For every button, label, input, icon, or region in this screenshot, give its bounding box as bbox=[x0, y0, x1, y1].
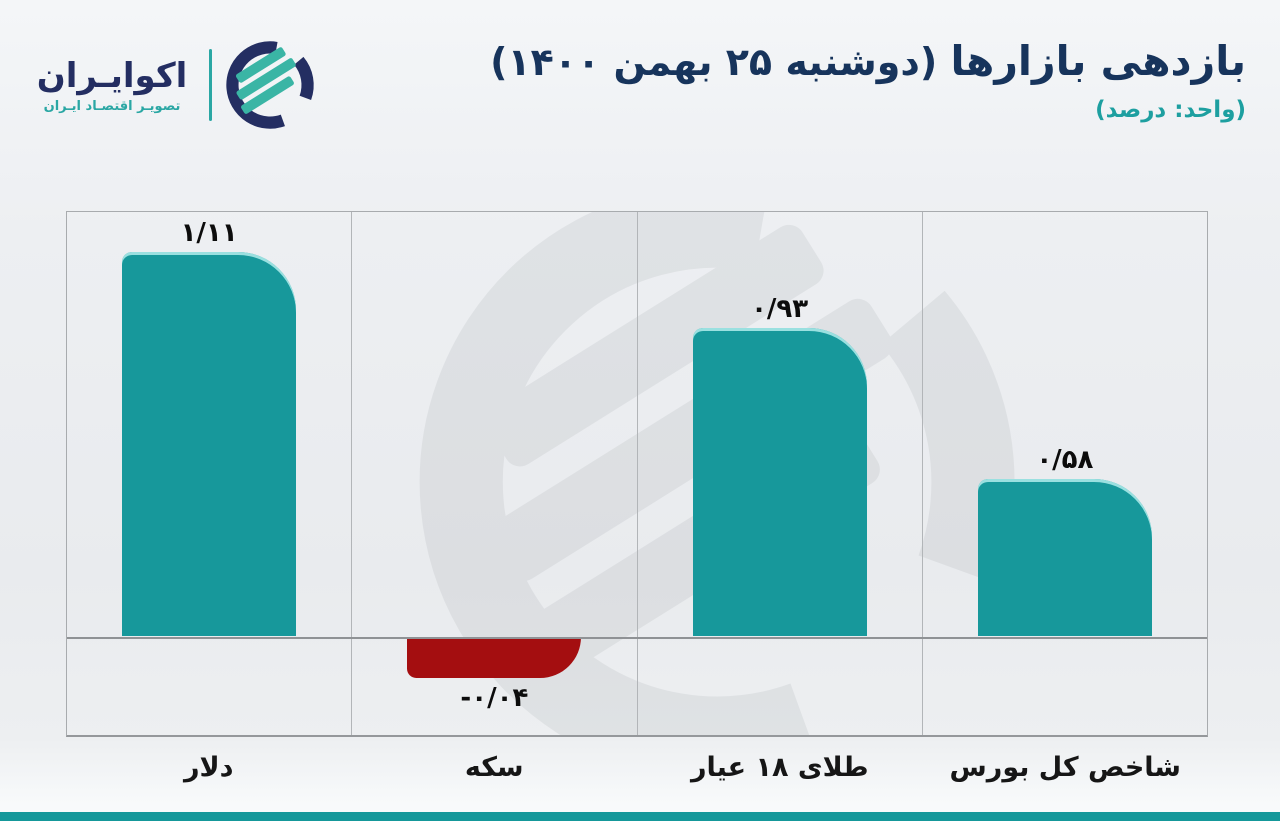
chart-title-main: بازدهی بازارها bbox=[950, 37, 1247, 85]
bar-gold bbox=[692, 328, 867, 636]
bar-value-label: -۰/۰۴ bbox=[460, 683, 529, 713]
footer-accent-bar bbox=[0, 812, 1280, 821]
chart-column-stock-index: ۰/۵۸ bbox=[921, 212, 1207, 735]
category-label-stock-index: شاخص کل بورس bbox=[949, 752, 1181, 783]
bar-stock-index bbox=[977, 479, 1152, 636]
brand-name: اکوایـران bbox=[36, 56, 188, 97]
brand-tagline: تصویـر اقتصـاد ایـران bbox=[43, 98, 181, 114]
category-label-dollar: دلار bbox=[183, 752, 234, 783]
chart-column-gold: ۰/۹۳ bbox=[636, 212, 922, 735]
bar-value-label: ۰/۹۳ bbox=[751, 294, 809, 324]
brand-logo: اکوایـران تصویـر اقتصـاد ایـران bbox=[26, 38, 317, 132]
zero-axis-line bbox=[67, 637, 1207, 639]
chart-column-dollar: ۱/۱۱ bbox=[67, 212, 351, 735]
plot-area: ۱/۱۱ -۰/۰۴ ۰/۹۳ ۰/۵۸ bbox=[66, 211, 1208, 737]
category-axis: دلار سکه طلای ۱۸ عیار شاخص کل بورس bbox=[66, 744, 1208, 792]
chart-title: بازدهی بازارها (دوشنبه ۲۵ بهمن ۱۴۰۰) bbox=[490, 36, 1246, 87]
category-label-gold: طلای ۱۸ عیار bbox=[690, 752, 869, 783]
header: بازدهی بازارها (دوشنبه ۲۵ بهمن ۱۴۰۰) (وا… bbox=[490, 36, 1246, 123]
bar-dollar bbox=[122, 252, 297, 636]
chart-title-date: (دوشنبه ۲۵ بهمن ۱۴۰۰) bbox=[490, 40, 938, 84]
chart-columns: ۱/۱۱ -۰/۰۴ ۰/۹۳ ۰/۵۸ bbox=[67, 212, 1207, 735]
brand-text-block: اکوایـران تصویـر اقتصـاد ایـران bbox=[26, 56, 198, 114]
category-label-coin: سکه bbox=[464, 752, 524, 783]
bar-value-label: ۰/۵۸ bbox=[1036, 445, 1094, 475]
bar-coin bbox=[407, 637, 582, 678]
ecoiran-logo-icon bbox=[226, 41, 314, 129]
unit-label: (واحد: درصد) bbox=[1095, 97, 1246, 124]
chart-column-coin: -۰/۰۴ bbox=[351, 212, 636, 735]
bar-value-label: ۱/۱۱ bbox=[180, 218, 238, 248]
brand-divider bbox=[209, 49, 212, 121]
